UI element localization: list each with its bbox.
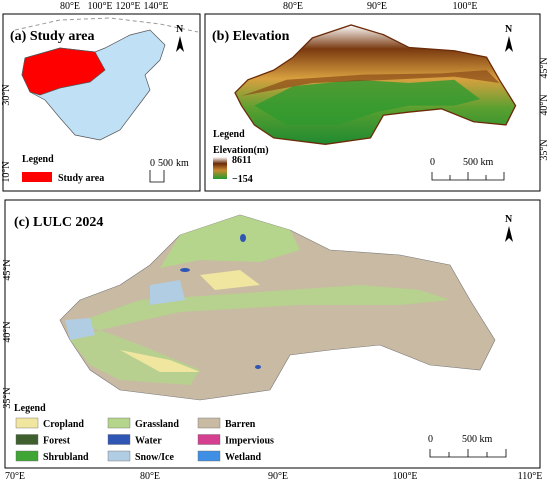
legend-ramp — [213, 157, 227, 179]
panel-title: (c) LULC 2024 — [14, 215, 103, 230]
lat-label: 35°N — [539, 139, 550, 160]
panel-title: (b) Elevation — [212, 29, 290, 44]
legend-swatch — [197, 450, 221, 462]
legend-label: Grassland — [135, 419, 179, 430]
lat-label: 10°N — [1, 161, 12, 182]
panel-b: 80°E 90°E 100°E 45°N 40°N 35°N (b) Eleva… — [204, 1, 550, 192]
scale-bar — [431, 172, 505, 181]
frame — [204, 13, 541, 192]
scale-label: 500 km — [462, 434, 493, 445]
legend-label: Impervious — [225, 436, 274, 447]
elevation-map — [234, 24, 517, 145]
scale-label: km — [176, 158, 189, 169]
scale-label: 0 — [150, 158, 155, 169]
lon-label: 110°E — [518, 471, 543, 482]
scale-label: 0 — [430, 157, 435, 168]
north: N — [505, 24, 513, 35]
scale-label: 0 — [428, 434, 433, 445]
lat-label: 45°N — [2, 259, 13, 280]
lat-label: 30°N — [1, 84, 12, 105]
legend-swatch — [15, 450, 39, 462]
lat-label: 35°N — [2, 387, 13, 408]
lat-label: 45°N — [539, 57, 550, 78]
scale-label: 500 — [158, 158, 173, 169]
legend-title: Legend — [213, 129, 245, 140]
lon-label: 90°E — [367, 1, 387, 12]
legend-swatch — [197, 434, 221, 445]
legend-title: Legend — [22, 154, 54, 165]
north: N — [176, 24, 184, 35]
legend-swatch — [22, 172, 52, 182]
legend-label: Snow/Ice — [135, 452, 174, 463]
legend-min: −154 — [232, 174, 253, 185]
scale-bar — [429, 449, 507, 458]
lat-label: 40°N — [2, 321, 13, 342]
north-arrow — [505, 36, 513, 52]
lulc-map — [59, 214, 496, 401]
legend-max: 8611 — [232, 155, 251, 166]
legend-label: Barren — [225, 419, 256, 430]
scale-bar — [149, 170, 165, 183]
legend-label: Shrubland — [43, 452, 89, 463]
panel-c: 70°E 80°E 90°E 100°E 110°E 45°N 40°N 35°… — [2, 199, 543, 482]
legend-swatch — [107, 417, 131, 429]
frame — [4, 199, 541, 469]
legend-label: Wetland — [225, 452, 262, 463]
lon-label: 80°E — [140, 471, 160, 482]
lon-label: 90°E — [268, 471, 288, 482]
legend-swatch — [15, 434, 39, 445]
lon-label: 80°E — [283, 1, 303, 12]
frame — [2, 13, 201, 192]
legend-label: Cropland — [43, 419, 84, 430]
north-arrow — [505, 226, 513, 242]
north-arrow — [176, 36, 184, 52]
legend-label: Forest — [43, 436, 71, 447]
lon-label: 140°E — [143, 1, 168, 12]
study-area — [21, 47, 106, 96]
graticule — [14, 17, 199, 33]
lon-label: 120°E — [115, 1, 140, 12]
legend-swatch — [107, 434, 131, 445]
panel-title: (a) Study area — [10, 29, 95, 44]
panel-a: 80°E 100°E 120°E 140°E 30°N 10°N (a) Stu… — [1, 1, 201, 192]
lon-label: 100°E — [452, 1, 477, 12]
scale-label: 500 km — [463, 157, 494, 168]
legend-swatch — [107, 450, 131, 462]
legend-label: Study area — [58, 173, 104, 184]
legend-label: Water — [135, 436, 162, 447]
lon-label: 70°E — [5, 471, 25, 482]
north: N — [505, 214, 513, 225]
legend: Cropland Grassland Barren Forest Water Imperv… — [15, 417, 274, 463]
lon-label: 100°E — [392, 471, 417, 482]
legend-subtitle: Elevation(m) — [213, 145, 269, 156]
lon-label: 80°E — [60, 1, 80, 12]
lat-label: 40°N — [539, 94, 550, 115]
legend-title: Legend — [14, 403, 46, 414]
legend-swatch — [15, 417, 39, 429]
lon-label: 100°E — [87, 1, 112, 12]
legend-swatch — [197, 417, 221, 429]
